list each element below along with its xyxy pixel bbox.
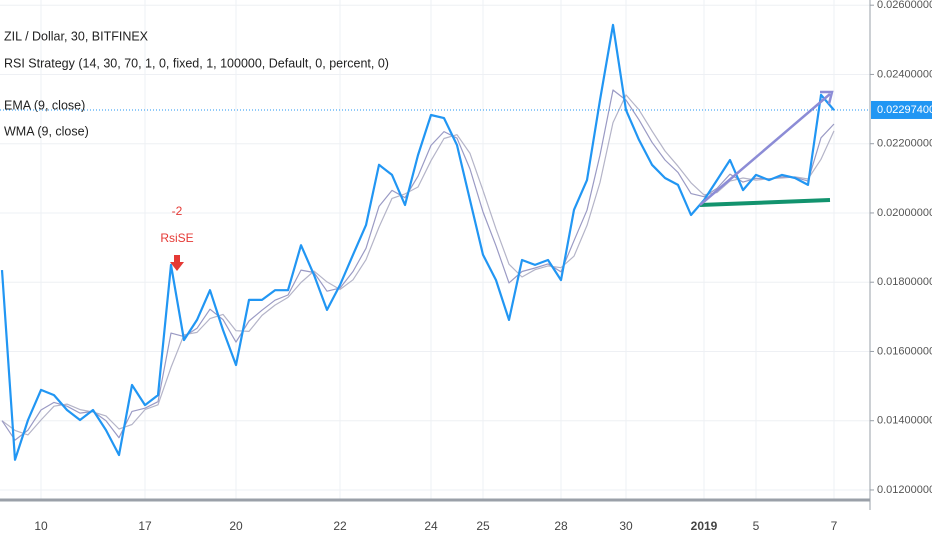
y-tick-label: 0.01400000 xyxy=(877,415,932,427)
grid xyxy=(0,0,870,500)
y-tick-label: 0.02400000 xyxy=(877,68,932,80)
legend-title: ZIL / Dollar, 30, BITFINEX xyxy=(4,29,149,43)
y-tick-label: 0.02000000 xyxy=(877,207,932,219)
x-tick-label: 28 xyxy=(554,519,568,533)
trend-arrow-head xyxy=(820,90,834,105)
y-tick-label: 0.02600000 xyxy=(877,0,932,11)
legend-strategy: RSI Strategy (14, 30, 70, 1, 0, fixed, 1… xyxy=(4,56,389,70)
y-tick-label: 0.01800000 xyxy=(877,276,932,288)
trend-arrow xyxy=(699,93,831,206)
series-layer xyxy=(0,23,835,461)
series-line xyxy=(1,94,835,436)
legend-entry: EMA (9, close) xyxy=(4,98,85,112)
signal-arrow xyxy=(170,255,184,271)
x-tick-label: 24 xyxy=(424,519,438,533)
support-trendline xyxy=(699,198,831,207)
x-tick-label: 7 xyxy=(831,519,838,533)
x-tick-label: 20 xyxy=(229,519,243,533)
series-line xyxy=(1,89,835,441)
x-tick-label: 2019 xyxy=(691,519,718,533)
x-tick-label: 22 xyxy=(333,519,347,533)
legend-entry: WMA (9, close) xyxy=(4,124,89,138)
annotation: RsiSE xyxy=(160,231,193,245)
last-price-label: 0.02297400 xyxy=(877,104,932,116)
y-tick-label: 0.01600000 xyxy=(877,345,932,357)
annotation: -2 xyxy=(172,204,183,218)
y-tick-label: 0.02200000 xyxy=(877,138,932,150)
x-tick-label: 30 xyxy=(619,519,633,533)
x-tick-label: 10 xyxy=(34,519,48,533)
series-line xyxy=(0,23,835,461)
last-price-box xyxy=(871,100,932,119)
y-tick-label: 0.01200000 xyxy=(877,484,932,496)
x-tick-label: 25 xyxy=(476,519,490,533)
x-tick-label: 5 xyxy=(753,519,760,533)
x-tick-label: 17 xyxy=(138,519,152,533)
